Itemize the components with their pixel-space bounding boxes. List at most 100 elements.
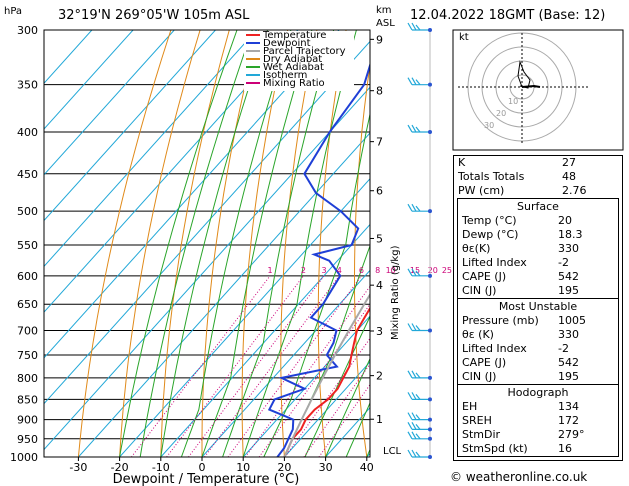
surface-section: Surface Temp (°C) 20 Dewp (°C) 18.3 θε(K) 3… <box>457 198 619 298</box>
pressure-tick: 300 <box>17 24 38 37</box>
temp-tick: -30 <box>69 461 87 474</box>
pressure-tick: 700 <box>17 325 38 338</box>
legend-item: Dry Adiabat <box>263 54 322 65</box>
indices-panel: K 27 Totals Totals 48 PW (cm) 2.76 Surface … <box>453 155 623 461</box>
dry-adiabat <box>241 30 289 457</box>
legend-box <box>244 31 354 91</box>
wind-barb <box>407 268 432 278</box>
isotherm <box>284 361 370 457</box>
mixing-ratio-label: 6 <box>359 266 364 275</box>
mixing-ratio-axis-label: Mixing Ratio (g/kg) <box>390 245 401 340</box>
dry-adiabat <box>77 30 172 457</box>
legend-item: Temperature <box>262 30 326 41</box>
legend-item: Mixing Ratio <box>263 78 325 89</box>
mixing-ratio-line <box>303 363 370 457</box>
wind-barb <box>407 449 432 459</box>
isotherm <box>44 86 370 451</box>
mixing-ratio-labels: 1 2 3 4 6 8 10 15 20 25 <box>268 266 452 275</box>
isotherm <box>242 315 370 457</box>
series-dewpoint <box>267 62 370 457</box>
isotherm <box>44 30 299 313</box>
temp-tick: -10 <box>152 461 170 474</box>
km-tick: 2 <box>376 370 383 383</box>
wet-adiabat <box>222 30 335 457</box>
legend-item: Parcel Trajectory <box>263 46 346 57</box>
svg-text:10: 10 <box>508 97 518 106</box>
datetime-header: 12.04.2022 18GMT (Base: 12) <box>410 8 605 23</box>
mixing-ratio-label: 25 <box>442 266 452 275</box>
dry-adiabat <box>280 30 318 457</box>
wind-barb <box>407 323 432 333</box>
mixing-ratio-line <box>258 303 370 457</box>
isotherm <box>44 30 134 130</box>
wind-barb <box>407 431 432 441</box>
mixing-ratio-label: 3 <box>322 266 327 275</box>
dry-adiabat <box>390 30 408 457</box>
dry-adiabat <box>354 61 370 457</box>
pressure-unit: hPa <box>4 6 22 17</box>
isotherm <box>78 132 370 457</box>
wet-adiabat <box>160 30 269 457</box>
pressure-tick: 350 <box>17 79 38 92</box>
dry-adiabat <box>201 30 259 457</box>
copyright-footer: © weatheronline.co.uk <box>450 470 588 484</box>
isotherm <box>44 30 175 176</box>
hodograph-section: Hodograph EH 134 SREH 172 StmDir 279° StmSp… <box>457 384 619 457</box>
wind-barb <box>407 422 432 432</box>
pressure-tick: 1000 <box>10 451 38 464</box>
wet-adiabat <box>180 30 292 457</box>
wind-barb <box>407 124 432 135</box>
mixing-ratio-label: 10 <box>386 266 396 275</box>
dry-adiabat <box>424 30 450 457</box>
pressure-tick: 900 <box>17 414 38 427</box>
series-parcel-trajectory <box>283 292 370 457</box>
isotherm <box>44 30 258 268</box>
wind-barb <box>407 22 432 32</box>
isotherm <box>44 30 216 222</box>
temp-tick: 20 <box>277 461 291 474</box>
pressure-tick: 850 <box>17 393 38 406</box>
isotherm <box>44 40 370 405</box>
asl-label: ASL <box>376 18 395 29</box>
temp-tick: 0 <box>199 461 206 474</box>
km-tick: 3 <box>376 325 383 338</box>
most-unstable-section: Most Unstable Pressure (mb) 1005 θε (K) 33… <box>457 298 619 384</box>
wind-barb <box>407 392 432 402</box>
km-tick: 6 <box>376 185 383 198</box>
surface-title: Surface <box>517 200 559 213</box>
index-row-totals: Totals Totals 48 <box>458 170 576 183</box>
index-row-pw: PW (cm) 2.76 <box>458 184 587 197</box>
pressure-axis: 300 350 400 450 500 550 600 650 700 750 800 850 900 9… <box>10 24 38 464</box>
isotherm <box>44 30 93 84</box>
isotherm <box>201 269 370 457</box>
legend-item: Wet Adiabat <box>263 62 324 73</box>
wind-barb <box>407 77 432 87</box>
mixing-ratio-label: 2 <box>301 266 306 275</box>
mixing-ratio-line <box>227 275 362 457</box>
wind-barb <box>407 203 432 214</box>
dry-adiabat <box>160 30 230 457</box>
mixing-ratio-line <box>166 275 304 457</box>
index-row-k: K 27 <box>458 156 576 169</box>
km-tick: 4 <box>376 279 383 292</box>
pressure-tick: 800 <box>17 372 38 385</box>
temp-tick: 10 <box>236 461 250 474</box>
location-header: 32°19'N 269°05'W 105m ASL <box>58 8 250 23</box>
km-tick: 1 <box>376 413 383 426</box>
profile-lines <box>267 62 370 457</box>
km-tick: 8 <box>376 85 383 98</box>
dry-adiabat <box>119 30 201 457</box>
most-unstable-title: Most Unstable <box>498 300 578 313</box>
wind-barbs <box>407 22 432 459</box>
mixing-ratio-label: 20 <box>428 266 438 275</box>
temp-tick: 30 <box>319 461 333 474</box>
km-tick: 9 <box>376 33 383 46</box>
mixing-ratio-label: 8 <box>375 266 380 275</box>
svg-text:30: 30 <box>484 121 494 130</box>
wet-adiabat <box>119 30 238 457</box>
altitude-axis: 9 8 7 6 5 4 3 2 1 <box>370 33 383 426</box>
isotherm <box>119 178 370 457</box>
km-unit: km <box>376 5 392 16</box>
